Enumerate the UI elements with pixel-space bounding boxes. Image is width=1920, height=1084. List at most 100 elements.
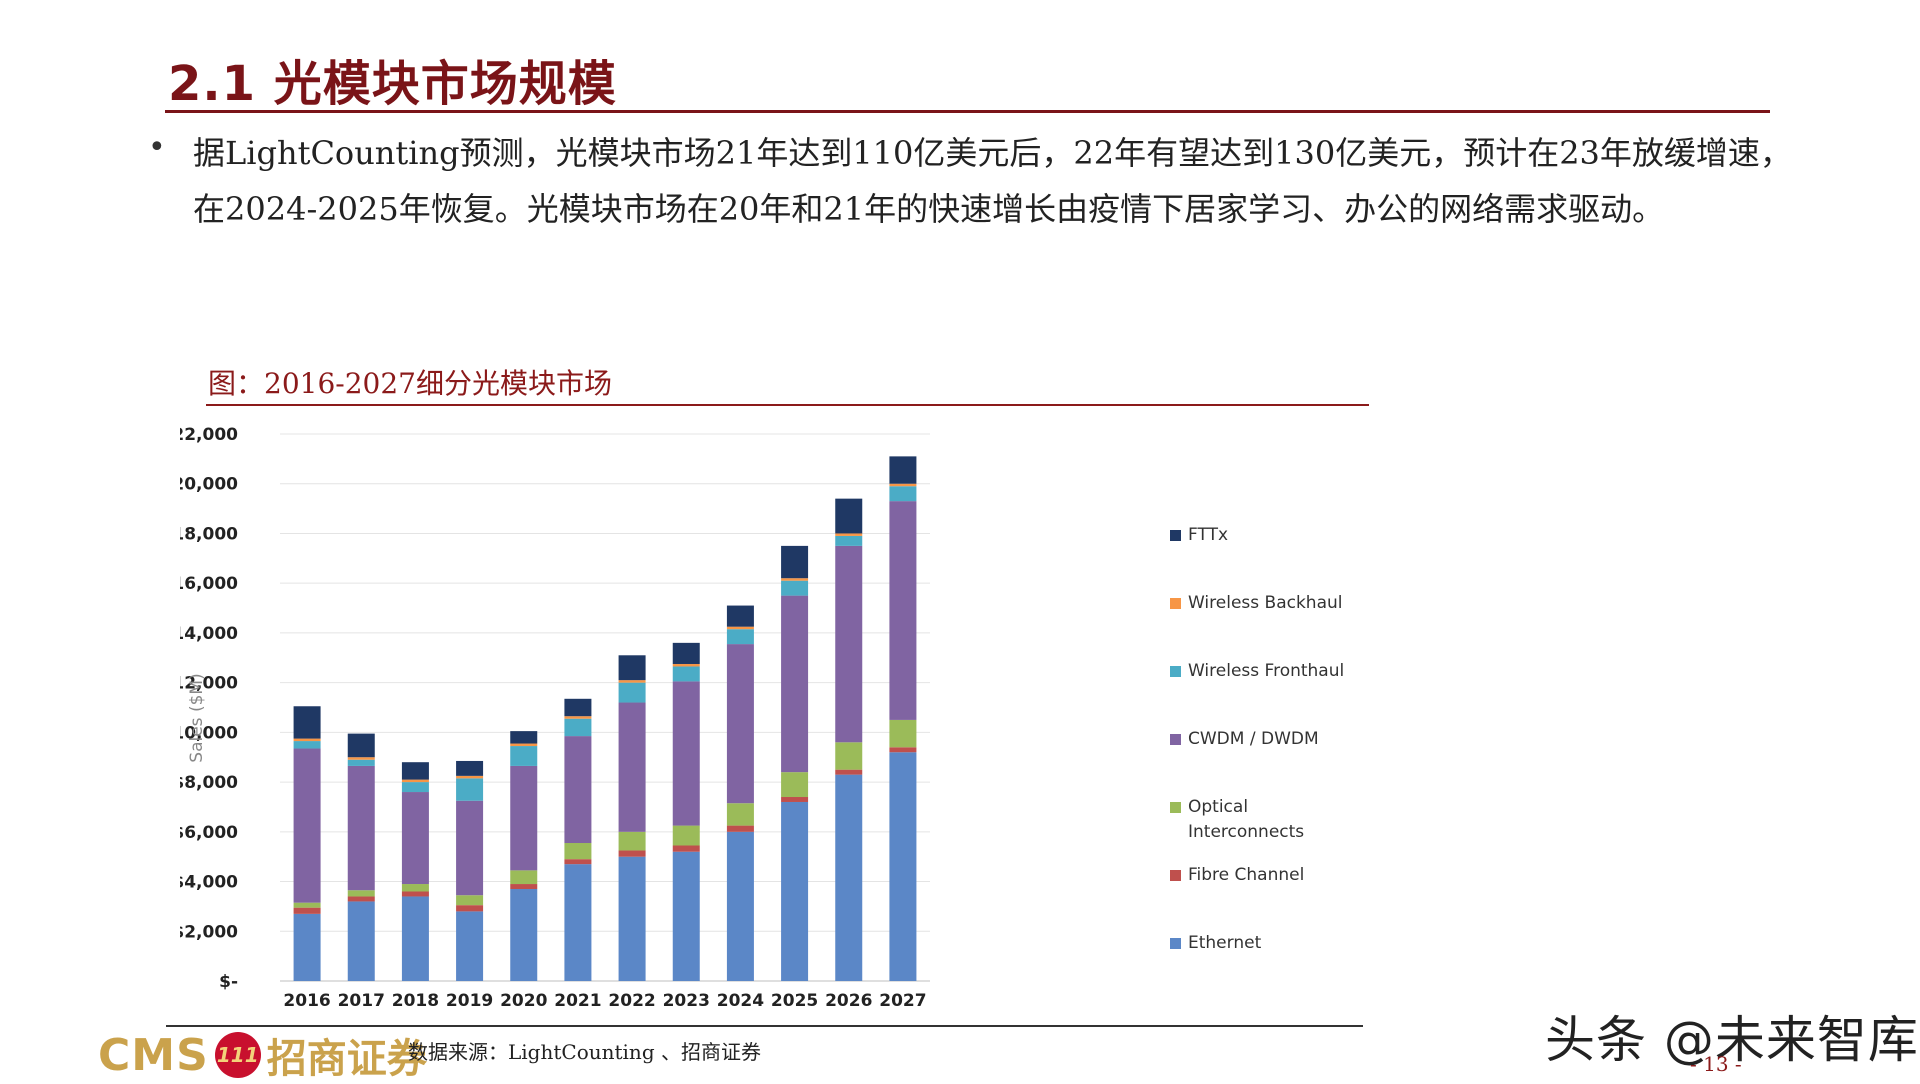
bar-segment-fibre-channel (781, 797, 809, 802)
bar-segment-optical-interconnects (293, 902, 321, 908)
bullet-paragraph: 据LightCounting预测，光模块市场21年达到110亿美元后，22年有望… (193, 134, 1792, 228)
figure-caption-divider (206, 404, 1369, 406)
bar-segment-fibre-channel (618, 850, 646, 857)
x-tick-label: 2026 (825, 991, 872, 1008)
bar-segment-cwdm-dwdm (401, 792, 429, 885)
legend-label: Interconnects (1188, 822, 1304, 842)
bar-segment-cwdm-dwdm (618, 702, 646, 832)
legend-label: Wireless Fronthaul (1188, 661, 1344, 681)
x-tick-label: 2019 (446, 991, 493, 1008)
x-axis-ticks: 2016 2017 2018 2019 2020 2021 2022 2023 2024 2025… (283, 991, 926, 1011)
bar-segment-ethernet (726, 831, 754, 981)
legend: FTTx Wireless Backhaul Wireless Fronthaul C… (1170, 525, 1344, 953)
legend-swatch (1170, 938, 1181, 949)
bar-segment-wireless-backhaul (564, 716, 592, 719)
bar-segment-fttx (835, 498, 863, 534)
chart-canvas: $- $2,000 $4,000 $6,000 $8,000 $10,000 $12,000… (161, 425, 1345, 1011)
bar-segment-ethernet (347, 901, 375, 981)
legend-swatch (1170, 734, 1181, 745)
y-tick-label: $14,000 (180, 624, 238, 644)
bar-segment-ethernet (564, 864, 592, 981)
bar-segment-fttx (564, 698, 592, 717)
x-tick-label: 2021 (554, 991, 601, 1008)
bar-segment-fibre-channel (293, 907, 321, 914)
bar-segment-cwdm-dwdm (456, 800, 484, 896)
bar-segment-wireless-backhaul (835, 533, 863, 536)
bar-segment-fttx (726, 605, 754, 627)
y-axis-ticks: $- $2,000 $4,000 $6,000 $8,000 $10,000 $12,000… (161, 425, 239, 992)
bar-segment-cwdm-dwdm (781, 595, 809, 773)
bar-segment-fttx (293, 706, 321, 739)
bar-segment-fibre-channel (456, 905, 484, 912)
bar-segment-wireless-fronthaul (401, 782, 429, 793)
bar-segment-wireless-fronthaul (293, 741, 321, 749)
logo-seal-icon: 111 (214, 1032, 261, 1078)
y-tick-label: $8,000 (180, 773, 238, 793)
x-tick-label: 2020 (500, 991, 547, 1008)
bar-segment-ethernet (618, 856, 646, 981)
bar-segment-wireless-fronthaul (618, 682, 646, 703)
bar-segment-cwdm-dwdm (510, 765, 538, 871)
page-number: - 13 - (1690, 1052, 1742, 1076)
bar-segment-wireless-backhaul (510, 743, 538, 747)
bar-segment-wireless-backhaul (293, 738, 321, 742)
bar-segment-optical-interconnects (401, 884, 429, 892)
bar-segment-wireless-fronthaul (456, 778, 484, 801)
y-tick-label: $2,000 (180, 922, 238, 942)
bar-segment-fibre-channel (726, 825, 754, 832)
legend-label: Wireless Backhaul (1188, 593, 1343, 613)
bar-segment-cwdm-dwdm (726, 644, 754, 804)
bar-segment-fttx (618, 655, 646, 681)
y-axis-label: Sales ($M) (187, 673, 207, 762)
bar-segment-wireless-fronthaul (889, 486, 917, 502)
legend-swatch (1170, 598, 1181, 609)
bar-segment-wireless-backhaul (456, 775, 484, 779)
bar-segment-fttx (889, 456, 917, 484)
legend-label: Optical (1188, 797, 1248, 817)
bar-segment-optical-interconnects (672, 825, 700, 846)
legend-label: FTTx (1188, 525, 1228, 545)
bar-segment-fibre-channel (889, 747, 917, 753)
company-logo: CMS 111 招商证券 (98, 1026, 427, 1084)
x-tick-label: 2016 (283, 991, 330, 1008)
bar-segment-optical-interconnects (889, 719, 917, 748)
x-tick-label: 2018 (392, 991, 439, 1008)
bar-segment-optical-interconnects (347, 890, 375, 897)
stacked-bar-chart: $- $2,000 $4,000 $6,000 $8,000 $10,000 $12,000… (161, 408, 1380, 1011)
y-tick-label: $16,000 (180, 574, 238, 594)
bar-segment-cwdm-dwdm (564, 736, 592, 844)
bar-segment-ethernet (889, 752, 917, 981)
y-tick-label: $12,000 (180, 674, 238, 694)
bar-segment-ethernet (781, 801, 809, 981)
bar-segment-wireless-fronthaul (672, 666, 700, 682)
bar-segment-wireless-backhaul (672, 663, 700, 667)
y-tick-label: $- (219, 972, 238, 992)
bar-segment-wireless-fronthaul (726, 629, 754, 645)
bar-segment-cwdm-dwdm (889, 501, 917, 720)
bar-segment-wireless-fronthaul (835, 535, 863, 546)
bar-segment-optical-interconnects (510, 870, 538, 885)
bar-segment-wireless-fronthaul (564, 718, 592, 737)
gridlines (280, 433, 930, 982)
bar-segment-cwdm-dwdm (672, 681, 700, 826)
legend-label: Fibre Channel (1188, 865, 1304, 885)
bar-segment-wireless-backhaul (889, 483, 917, 487)
bar-segment-wireless-backhaul (401, 779, 429, 783)
bar-segment-optical-interconnects (618, 831, 646, 851)
title-divider (165, 110, 1770, 113)
bar-segment-fttx (781, 545, 809, 579)
bar-segment-fibre-channel (835, 769, 863, 775)
logo-cms-text: CMS (98, 1029, 209, 1081)
bar-segment-fibre-channel (401, 891, 429, 897)
x-tick-label: 2023 (663, 991, 710, 1008)
bar-segment-fibre-channel (347, 896, 375, 902)
bar-segment-wireless-fronthaul (347, 759, 375, 766)
bar-segment-ethernet (672, 851, 700, 981)
bar-segment-fibre-channel (564, 859, 592, 865)
y-tick-label: $20,000 (180, 475, 238, 495)
x-tick-label: 2017 (338, 991, 385, 1008)
y-tick-label: $6,000 (180, 823, 238, 843)
bar-segment-fttx (510, 731, 538, 744)
watermark: 头条 @未来智库 (1545, 1011, 1919, 1069)
page-title: 2.1 光模块市场规模 (168, 56, 617, 112)
